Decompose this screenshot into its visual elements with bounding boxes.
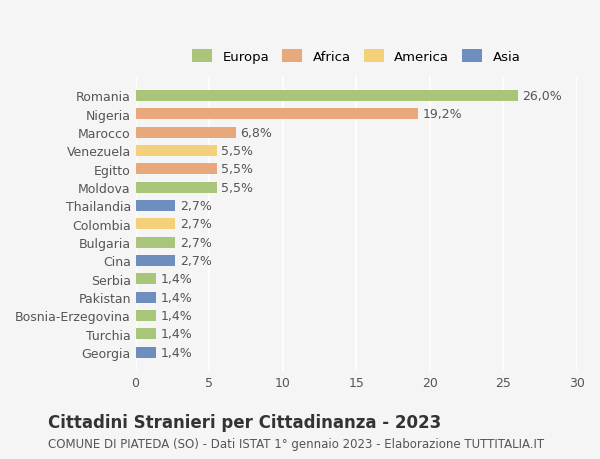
Text: 19,2%: 19,2% (422, 108, 462, 121)
Bar (136, 146, 217, 157)
Text: COMUNE DI PIATEDA (SO) - Dati ISTAT 1° gennaio 2023 - Elaborazione TUTTITALIA.IT: COMUNE DI PIATEDA (SO) - Dati ISTAT 1° g… (48, 437, 544, 451)
Text: 2,7%: 2,7% (180, 254, 212, 267)
Text: 5,5%: 5,5% (221, 163, 253, 176)
Bar (136, 109, 418, 120)
Text: 1,4%: 1,4% (161, 291, 193, 304)
Text: 2,7%: 2,7% (180, 236, 212, 249)
Text: Cittadini Stranieri per Cittadinanza - 2023: Cittadini Stranieri per Cittadinanza - 2… (48, 413, 441, 431)
Bar (136, 310, 156, 321)
Bar (136, 182, 217, 193)
Bar (136, 274, 156, 285)
Bar (136, 164, 217, 175)
Bar (136, 90, 518, 101)
Bar (136, 201, 175, 212)
Text: 26,0%: 26,0% (523, 90, 562, 103)
Text: 2,7%: 2,7% (180, 218, 212, 231)
Bar (136, 255, 175, 266)
Legend: Europa, Africa, America, Asia: Europa, Africa, America, Asia (188, 45, 524, 68)
Text: 6,8%: 6,8% (240, 126, 272, 139)
Text: 1,4%: 1,4% (161, 273, 193, 285)
Text: 5,5%: 5,5% (221, 145, 253, 157)
Bar (136, 127, 236, 138)
Bar (136, 237, 175, 248)
Text: 1,4%: 1,4% (161, 328, 193, 341)
Text: 1,4%: 1,4% (161, 309, 193, 322)
Bar (136, 292, 156, 303)
Text: 5,5%: 5,5% (221, 181, 253, 194)
Bar (136, 219, 175, 230)
Text: 2,7%: 2,7% (180, 199, 212, 213)
Bar (136, 347, 156, 358)
Text: 1,4%: 1,4% (161, 346, 193, 359)
Bar (136, 329, 156, 340)
